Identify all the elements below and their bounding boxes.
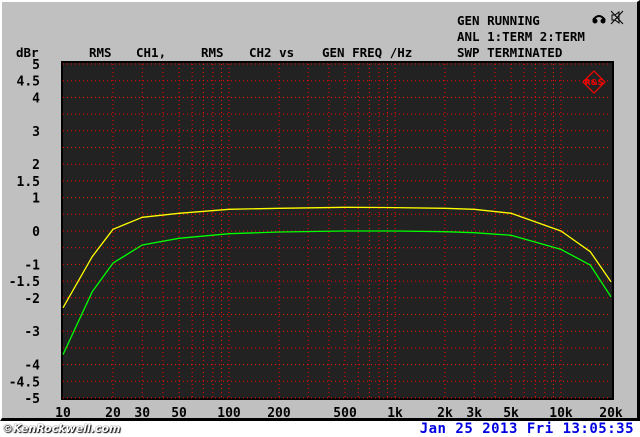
- x-tick-label: 20: [105, 406, 121, 421]
- rms1-label: RMS: [89, 45, 112, 60]
- series-line-ch1: [62, 206, 612, 309]
- y-tick-label: 4.5: [17, 75, 40, 90]
- y-tick-label: -1.5: [9, 275, 40, 290]
- x-tick-label: 200: [267, 406, 291, 421]
- y-tick-labels: 5 4.54 3 2 1.5 1 0 -1 -1.5 -2 -3 -4-4.5 -5: [9, 58, 40, 407]
- headphones-icon: [592, 15, 606, 24]
- logo-text: R&S: [585, 78, 604, 87]
- status-anl: ANL 1:TERM 2:TERM: [457, 29, 585, 44]
- y-tick-label: 5: [32, 58, 40, 73]
- series-layer: [62, 206, 612, 355]
- grid: [63, 63, 611, 399]
- y-tick-label: -1: [24, 258, 40, 273]
- x-tick-label: 30: [134, 406, 150, 421]
- x-tick-label: 100: [217, 406, 241, 421]
- ch1-label: CH1,: [136, 45, 167, 60]
- y-unit-label: dBr: [16, 45, 39, 60]
- y-tick-label: 2: [32, 158, 40, 173]
- watermark: ©KenRockwell.com: [2, 422, 121, 435]
- x-tick-label: 20k: [599, 406, 623, 421]
- x-tick-label: 3k: [466, 406, 482, 421]
- x-tick-label: 50: [171, 406, 187, 421]
- x-tick-label: 2k: [437, 406, 453, 421]
- y-tick-label: -2: [24, 292, 40, 307]
- rms2-label: RMS: [201, 45, 224, 60]
- y-tick-label: -4: [24, 359, 40, 374]
- x-tick-label: 5k: [503, 406, 519, 421]
- y-tick-label: -3: [24, 325, 40, 340]
- timestamp: Jan 25 2013 Fri 13:05:35: [419, 421, 634, 437]
- y-tick-label: 3: [32, 125, 40, 140]
- rohde-schwarz-logo: R&S: [582, 70, 606, 94]
- x-tick-label: 500: [333, 406, 357, 421]
- y-tick-label: 1: [32, 192, 40, 207]
- x-tick-label: 10: [55, 406, 71, 421]
- x-tick-label: 1k: [387, 406, 403, 421]
- speaker-muted-icon: [610, 10, 624, 25]
- y-tick-label: 0: [32, 225, 40, 240]
- y-tick-label: 4: [32, 91, 40, 106]
- status-swp: SWP TERMINATED: [457, 45, 563, 60]
- y-tick-label: -5: [24, 392, 40, 407]
- series-line-ch2: [62, 230, 612, 355]
- status-gen: GEN RUNNING: [457, 13, 540, 28]
- y-tick-label: 1.5: [17, 175, 40, 190]
- x-axis-title: GEN FREQ /Hz: [322, 45, 413, 60]
- x-tick-labels: 10 20 30 50 100 200 500 1k 2k 3k 5k 10k 20k: [55, 406, 623, 421]
- x-tick-label: 10k: [549, 406, 573, 421]
- ch2-label: CH2 vs: [249, 45, 295, 60]
- y-tick-label: -4.5: [9, 375, 40, 390]
